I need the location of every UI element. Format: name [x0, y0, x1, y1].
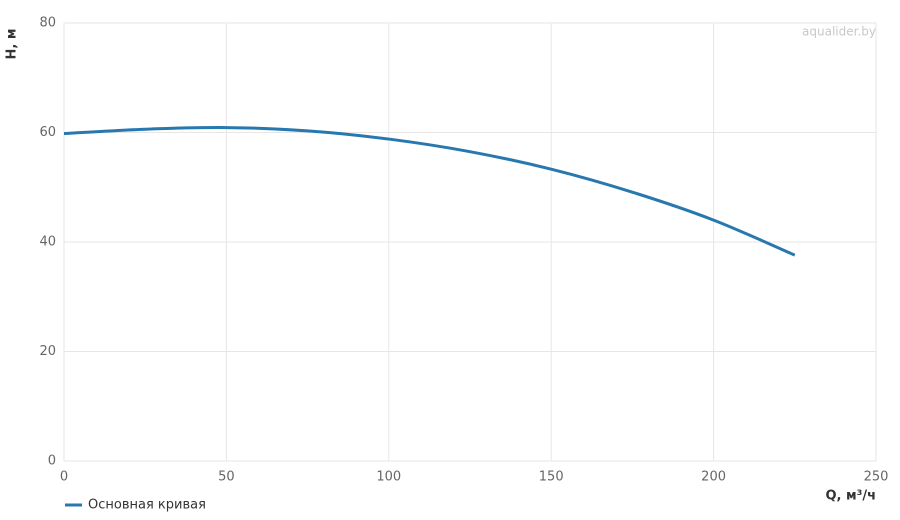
x-tick-label: 100 — [376, 470, 401, 485]
y-tick-label: 0 — [48, 454, 56, 469]
x-tick-label: 200 — [701, 470, 726, 485]
x-tick-label: 150 — [539, 470, 564, 485]
x-tick-label: 0 — [60, 470, 68, 485]
y-axis-title: H, м — [5, 29, 20, 60]
y-tick-label: 60 — [39, 125, 56, 140]
x-tick-label: 250 — [864, 470, 889, 485]
watermark: aqualider.by — [802, 25, 876, 39]
y-tick-label: 20 — [39, 344, 56, 359]
x-tick-label: 50 — [218, 470, 235, 485]
legend-label: Основная кривая — [88, 498, 206, 513]
series-line — [63, 126, 796, 257]
x-axis-title: Q, м³/ч — [825, 489, 876, 504]
y-tick-label: 80 — [39, 16, 56, 31]
y-tick-label: 40 — [39, 235, 56, 250]
